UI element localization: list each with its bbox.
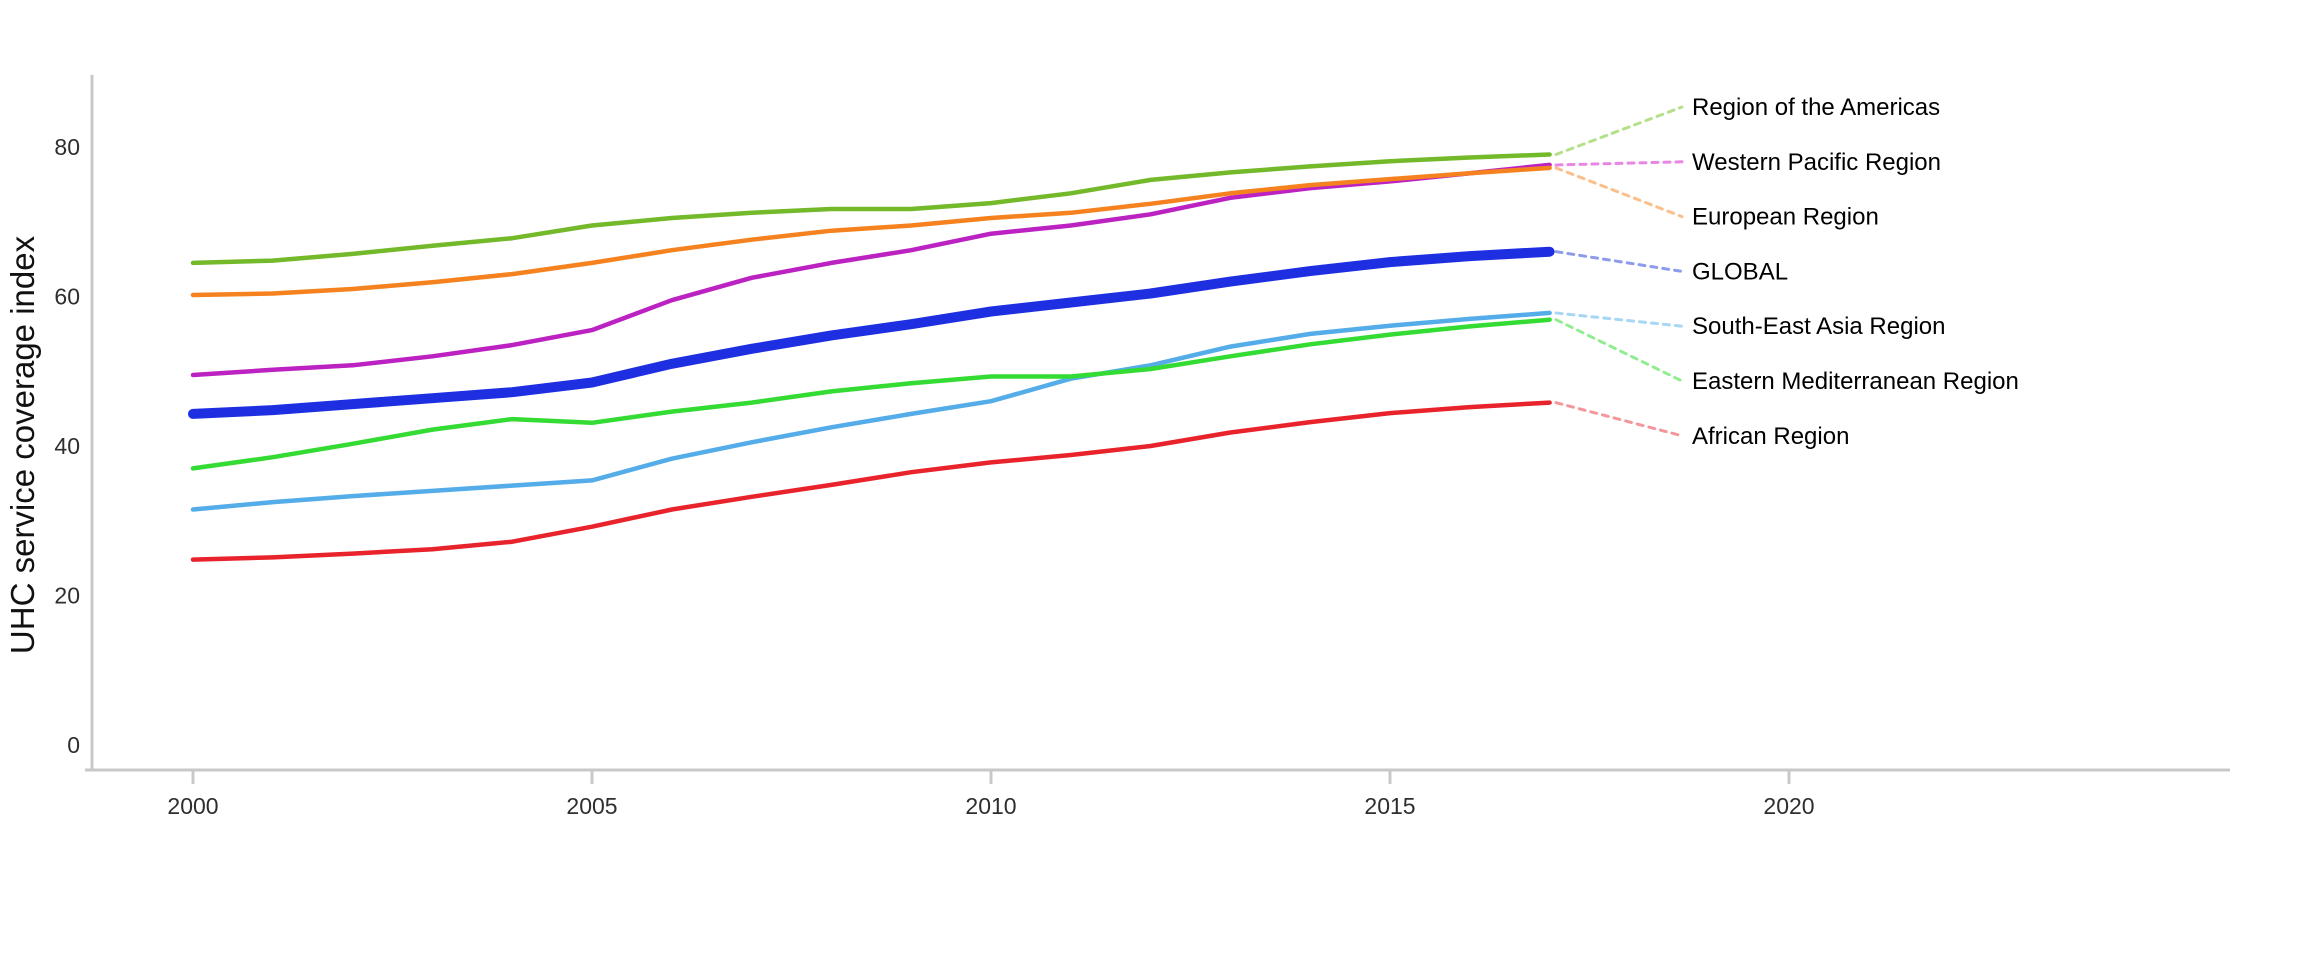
leader-line-eastern-mediterranean <box>1554 318 1684 383</box>
x-tick-label-2000: 2000 <box>167 793 218 819</box>
leader-line-western-pacific <box>1554 160 1684 167</box>
leader-line-americas <box>1554 105 1684 156</box>
y-tick-label-20: 20 <box>54 583 80 609</box>
y-tick-label-40: 40 <box>54 433 80 459</box>
legend-label-western-pacific: Western Pacific Region <box>1692 149 1941 176</box>
leader-line-south-east-asia <box>1554 311 1684 328</box>
series-line-south-east-asia <box>190 310 1552 512</box>
x-tick-label-2005: 2005 <box>566 793 617 819</box>
y-tick-label-60: 60 <box>54 284 80 310</box>
leader-line-african <box>1554 401 1684 438</box>
legend-label-south-east-asia: South-East Asia Region <box>1692 313 1946 340</box>
series-line-african <box>190 400 1552 562</box>
y-axis-title: UHC service coverage index <box>4 235 41 654</box>
y-tick-label-0: 0 <box>67 732 80 758</box>
legend-label-americas: Region of the Americas <box>1692 94 1940 121</box>
leader-line-global <box>1554 250 1684 273</box>
y-tick-label-80: 80 <box>54 134 80 160</box>
series-line-global <box>188 246 1555 419</box>
legend-label-eastern-mediterranean: Eastern Mediterranean Region <box>1692 368 2019 395</box>
series-line-western-pacific <box>190 162 1552 378</box>
leader-line-european <box>1554 166 1684 219</box>
series-line-european <box>190 165 1552 298</box>
x-tick-label-2010: 2010 <box>965 793 1016 819</box>
series-line-americas <box>190 152 1552 266</box>
legend-label-global: GLOBAL <box>1692 258 1788 285</box>
legend-label-european: European Region <box>1692 204 1879 231</box>
x-tick-label-2015: 2015 <box>1364 793 1415 819</box>
legend-label-african: African Region <box>1692 423 1849 450</box>
x-tick-label-2020: 2020 <box>1763 793 1814 819</box>
series-line-eastern-mediterranean <box>190 317 1552 471</box>
